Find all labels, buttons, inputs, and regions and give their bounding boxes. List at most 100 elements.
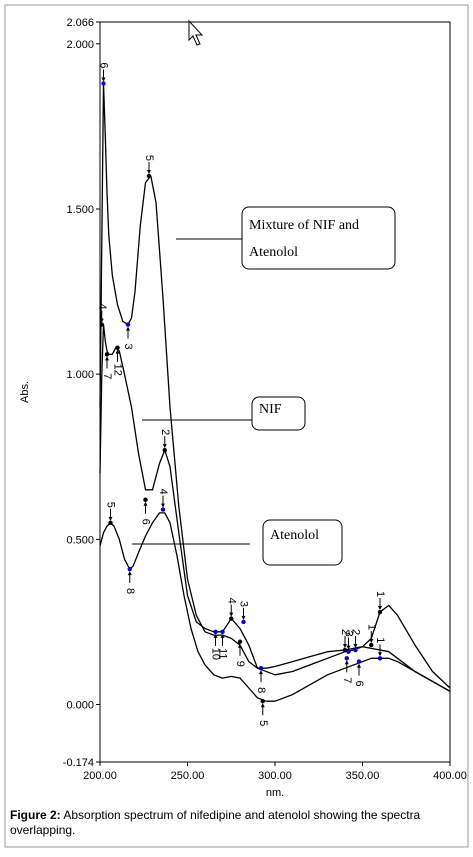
annotation-mixture-line1: Mixture of NIF and	[249, 218, 359, 233]
peak-point	[260, 699, 265, 704]
peak-label: 12	[112, 364, 124, 376]
annotation-atenolol: Atenolol	[132, 519, 343, 566]
peak-label: 4	[157, 489, 169, 495]
peak-arrowhead	[213, 633, 218, 638]
peak-label: 4	[225, 598, 237, 604]
peak-label: 2	[350, 629, 362, 635]
peak-arrowhead	[162, 444, 167, 449]
x-axis-label: nm.	[266, 787, 284, 799]
peak-arrowhead	[346, 645, 351, 650]
peak-marker: 5	[143, 155, 155, 179]
peak-point	[115, 345, 120, 350]
peak-arrowhead	[127, 571, 132, 576]
caption-label: Figure 2:	[10, 808, 61, 822]
peak-point	[356, 659, 362, 664]
peak-point	[377, 656, 383, 661]
mouse-cursor-icon	[188, 19, 204, 46]
peak-point	[146, 173, 152, 179]
peak-arrowhead	[105, 356, 109, 361]
annotation-atenolol-text: Atenolol	[270, 528, 319, 543]
peak-arrowhead	[108, 516, 113, 521]
peak-arrowhead	[115, 349, 120, 354]
peak-marker: 6	[353, 659, 365, 687]
peak-marker: 11	[217, 629, 229, 660]
peak-marker: 1	[374, 637, 386, 661]
x-tick-label: 400.00	[433, 770, 467, 782]
peak-arrowhead	[220, 633, 225, 638]
peak-label: 7	[341, 677, 353, 683]
peak-point	[101, 81, 106, 86]
peak-arrowhead	[343, 644, 347, 649]
x-tick-label: 250.00	[171, 770, 205, 782]
peak-point	[162, 447, 167, 453]
peak-point	[258, 665, 264, 671]
peak-label: 2	[159, 429, 171, 435]
peak-point	[108, 520, 113, 526]
peak-arrowhead	[126, 326, 130, 331]
peak-arrowhead	[161, 503, 165, 508]
series-line-2	[99, 323, 451, 692]
peak-arrowhead	[101, 77, 106, 82]
peak-marker: 1	[365, 624, 377, 648]
peak-marker: 3	[238, 601, 250, 625]
x-tick-label: 300.00	[258, 770, 292, 782]
plot-area	[99, 21, 451, 763]
peak-marker: 7	[341, 656, 353, 683]
peak-point	[241, 619, 246, 625]
y-tick-label: 2.000	[66, 39, 94, 51]
y-tick-label: 2.066	[66, 17, 94, 29]
peak-arrowhead	[259, 670, 263, 675]
peak-point	[344, 656, 349, 661]
peak-marker: 2	[159, 429, 171, 453]
peak-arrowhead	[238, 643, 242, 648]
peak-marker: 8	[124, 566, 136, 594]
peak-label: 5	[105, 502, 117, 508]
peak-point	[125, 322, 131, 327]
peak-label: 3	[122, 344, 134, 350]
peak-marker: 3	[122, 322, 134, 350]
peak-arrowhead	[357, 663, 361, 668]
annotation-mixture: Mixture of NIF and Atenolol	[176, 206, 396, 270]
peak-point	[237, 639, 243, 644]
peak-marker: 8	[255, 665, 267, 693]
peak-marker: 5	[105, 502, 117, 526]
x-tick-label: 350.00	[346, 770, 380, 782]
peak-point	[143, 497, 148, 502]
peak-marker: 4	[225, 598, 237, 621]
peak-label: 1	[374, 591, 386, 597]
annotation-nif-box	[251, 396, 306, 431]
peak-marker: 12	[112, 345, 124, 376]
peak-point	[160, 507, 166, 512]
peak-label: 1	[374, 637, 386, 643]
peak-label: 1	[365, 624, 377, 630]
peak-arrowhead	[378, 652, 382, 657]
peak-point	[220, 629, 225, 635]
peak-point	[377, 609, 383, 615]
annotation-nif: NIF	[142, 396, 306, 431]
peak-label: 3	[343, 631, 355, 637]
peak-point	[342, 647, 348, 653]
annotations: Mixture of NIF and Atenolol NIF Atenolol	[132, 206, 396, 566]
peak-arrowhead	[344, 660, 349, 665]
peak-label: 6	[353, 681, 365, 687]
annotation-mixture-box	[241, 206, 396, 270]
peak-label: 8	[255, 687, 267, 693]
peak-marker: 10	[210, 629, 222, 660]
peak-label: 3	[238, 601, 250, 607]
peak-label: 10	[210, 648, 222, 660]
peak-label: 7	[101, 373, 113, 379]
peak-marker: 9	[234, 639, 246, 667]
y-tick-label: 0.000	[66, 700, 94, 712]
y-tick-label: -0.174	[63, 757, 94, 769]
y-axis-ticks: 2.066 2.000 1.500 1.000 0.500 0.000 -0.174	[63, 17, 100, 769]
peak-point	[229, 616, 234, 621]
peak-label: 6	[98, 62, 110, 68]
peak-label: 2	[339, 629, 351, 635]
peak-arrowhead	[369, 639, 374, 644]
peak-point	[369, 642, 374, 648]
peak-point	[104, 352, 110, 357]
series-group	[99, 82, 451, 702]
